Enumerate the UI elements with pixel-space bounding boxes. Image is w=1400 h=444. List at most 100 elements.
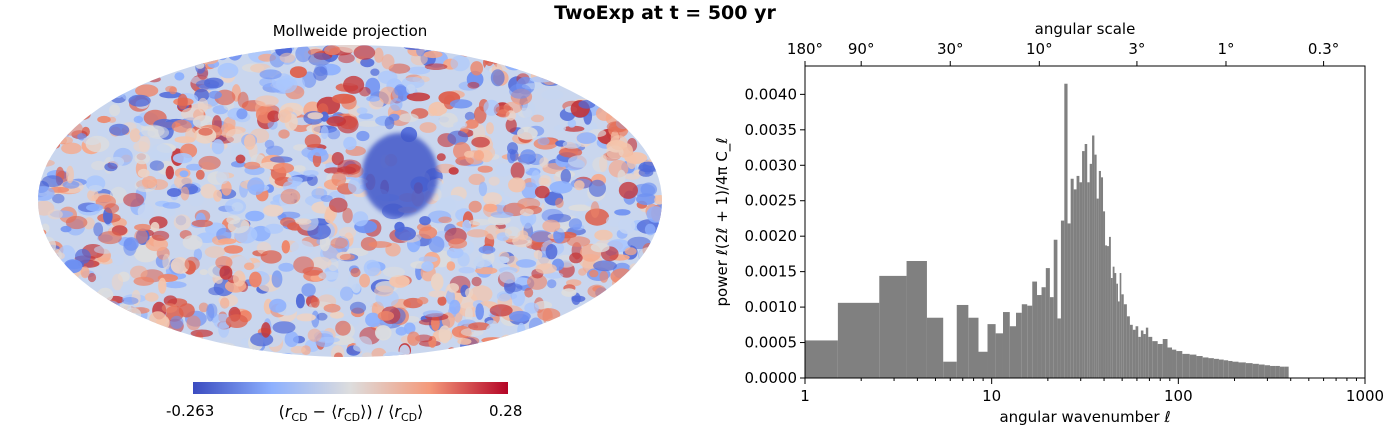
spectrum-bar: [1049, 297, 1054, 378]
map-pixel-cluster: [517, 126, 538, 140]
map-pixel-cluster: [509, 83, 532, 99]
mollweide-map: [38, 45, 662, 357]
spectrum-bar: [943, 361, 957, 378]
map-pixel-cluster: [307, 112, 324, 120]
map-pixel-cluster: [617, 169, 626, 184]
bars-group: [805, 83, 1289, 378]
map-pixel-cluster: [251, 262, 266, 270]
x-tick-label: 100: [1164, 387, 1193, 405]
map-pixel-cluster: [468, 322, 491, 331]
map-pixel-cluster: [515, 259, 537, 268]
map-pixel-cluster: [261, 322, 271, 338]
map-pixel-cluster: [632, 183, 656, 198]
spectrum-bar: [1252, 363, 1259, 378]
spectrum-bar: [1060, 220, 1065, 378]
spectrum-bar: [1152, 341, 1158, 378]
map-pixel-cluster: [363, 259, 381, 277]
map-pixel-cluster: [255, 95, 279, 107]
map-pixel-cluster: [562, 140, 582, 149]
spectrum-bar: [1157, 343, 1163, 378]
map-pixel-cluster: [145, 237, 169, 252]
map-pixel-cluster: [390, 98, 403, 111]
map-pixel-cluster: [509, 310, 531, 322]
map-pixel-cluster: [245, 210, 265, 222]
map-pixel-cluster: [184, 256, 200, 271]
map-pixel-cluster: [610, 135, 628, 151]
spectrum-bar: [1208, 358, 1214, 378]
map-pixel-cluster: [330, 237, 348, 249]
map-pixel-cluster: [374, 285, 394, 297]
spectrum-bar: [1003, 312, 1010, 378]
map-pixel-cluster: [327, 128, 341, 140]
map-pixel-cluster: [316, 336, 340, 343]
map-pixel-cluster: [276, 75, 298, 94]
map-pixel-cluster: [264, 223, 284, 234]
x-tick-label: 1: [800, 387, 810, 405]
map-pixel-cluster: [133, 141, 150, 152]
map-pixel-cluster: [134, 229, 148, 244]
map-pixel-cluster: [357, 120, 381, 127]
map-pixel-cluster: [448, 238, 468, 249]
map-pixel-cluster: [198, 127, 213, 136]
top-tick-label: 10°: [1026, 40, 1053, 58]
map-pixel-cluster: [290, 346, 306, 354]
y-tick-label: 0.0020: [745, 227, 798, 245]
map-pixel-cluster: [594, 229, 613, 241]
map-pixel-cluster: [225, 128, 245, 144]
map-pixel-cluster: [260, 250, 282, 264]
map-pixel-cluster: [578, 99, 596, 109]
map-pixel-cluster: [104, 203, 120, 214]
spectrum-bar: [968, 317, 979, 378]
map-pixel-cluster: [398, 113, 419, 123]
map-pixel-cluster: [204, 77, 224, 89]
map-pixel-cluster: [349, 301, 367, 314]
map-pixel-cluster: [221, 180, 232, 196]
map-pixel-cluster: [530, 114, 545, 123]
map-pixel-cluster: [465, 119, 479, 129]
map-pixel-cluster: [123, 238, 137, 256]
map-pixel-cluster: [358, 113, 374, 120]
spectrum-bar: [1067, 223, 1071, 378]
map-pixel-cluster: [555, 197, 564, 208]
map-pixel-cluster: [170, 257, 190, 274]
spectrum-bar: [879, 275, 907, 378]
map-pixel-cluster: [197, 97, 209, 113]
map-pixel-cluster: [161, 207, 176, 217]
map-pixel-cluster: [320, 125, 329, 140]
spectrum-bar: [956, 304, 969, 378]
spectrum-bar: [1245, 363, 1253, 378]
spectrum-bar: [1145, 327, 1149, 378]
map-pixel-cluster: [233, 270, 246, 287]
spectrum-bar: [1079, 182, 1083, 378]
map-pixel-cluster: [574, 180, 585, 191]
map-pixel-cluster: [164, 281, 187, 289]
map-pixel-cluster: [86, 203, 104, 212]
map-pixel-cluster: [343, 75, 365, 94]
map-pixel-cluster: [111, 273, 124, 291]
map-pixel-cluster: [301, 283, 316, 297]
spectrum-bar: [1117, 301, 1120, 378]
map-pixel-cluster: [120, 284, 133, 294]
map-pixel-cluster: [470, 61, 484, 76]
map-pixel-cluster: [417, 296, 429, 305]
map-pixel-cluster: [181, 107, 204, 121]
map-pixel-cluster: [524, 287, 534, 298]
map-pixel-cluster: [289, 66, 307, 78]
map-pixel-cluster: [302, 71, 317, 88]
map-pixel-cluster: [185, 127, 197, 143]
map-pixel-cluster: [193, 248, 203, 261]
map-pixel-cluster: [563, 125, 585, 132]
map-pixel-cluster: [438, 325, 451, 344]
map-pixel-cluster: [121, 297, 139, 305]
map-pixel-cluster: [566, 236, 591, 247]
spectrum-bar: [1027, 305, 1033, 378]
map-pixel-cluster: [313, 66, 328, 81]
map-pixel-cluster: [599, 270, 609, 283]
y-tick-label: 0.0010: [745, 298, 798, 316]
y-tick-label: 0.0015: [745, 263, 798, 281]
map-pixel-cluster: [204, 246, 226, 258]
map-pixel-cluster: [87, 189, 99, 202]
map-pixel-cluster: [624, 173, 640, 180]
map-pixel-cluster: [541, 89, 564, 100]
spectrum-bar: [1098, 170, 1101, 378]
